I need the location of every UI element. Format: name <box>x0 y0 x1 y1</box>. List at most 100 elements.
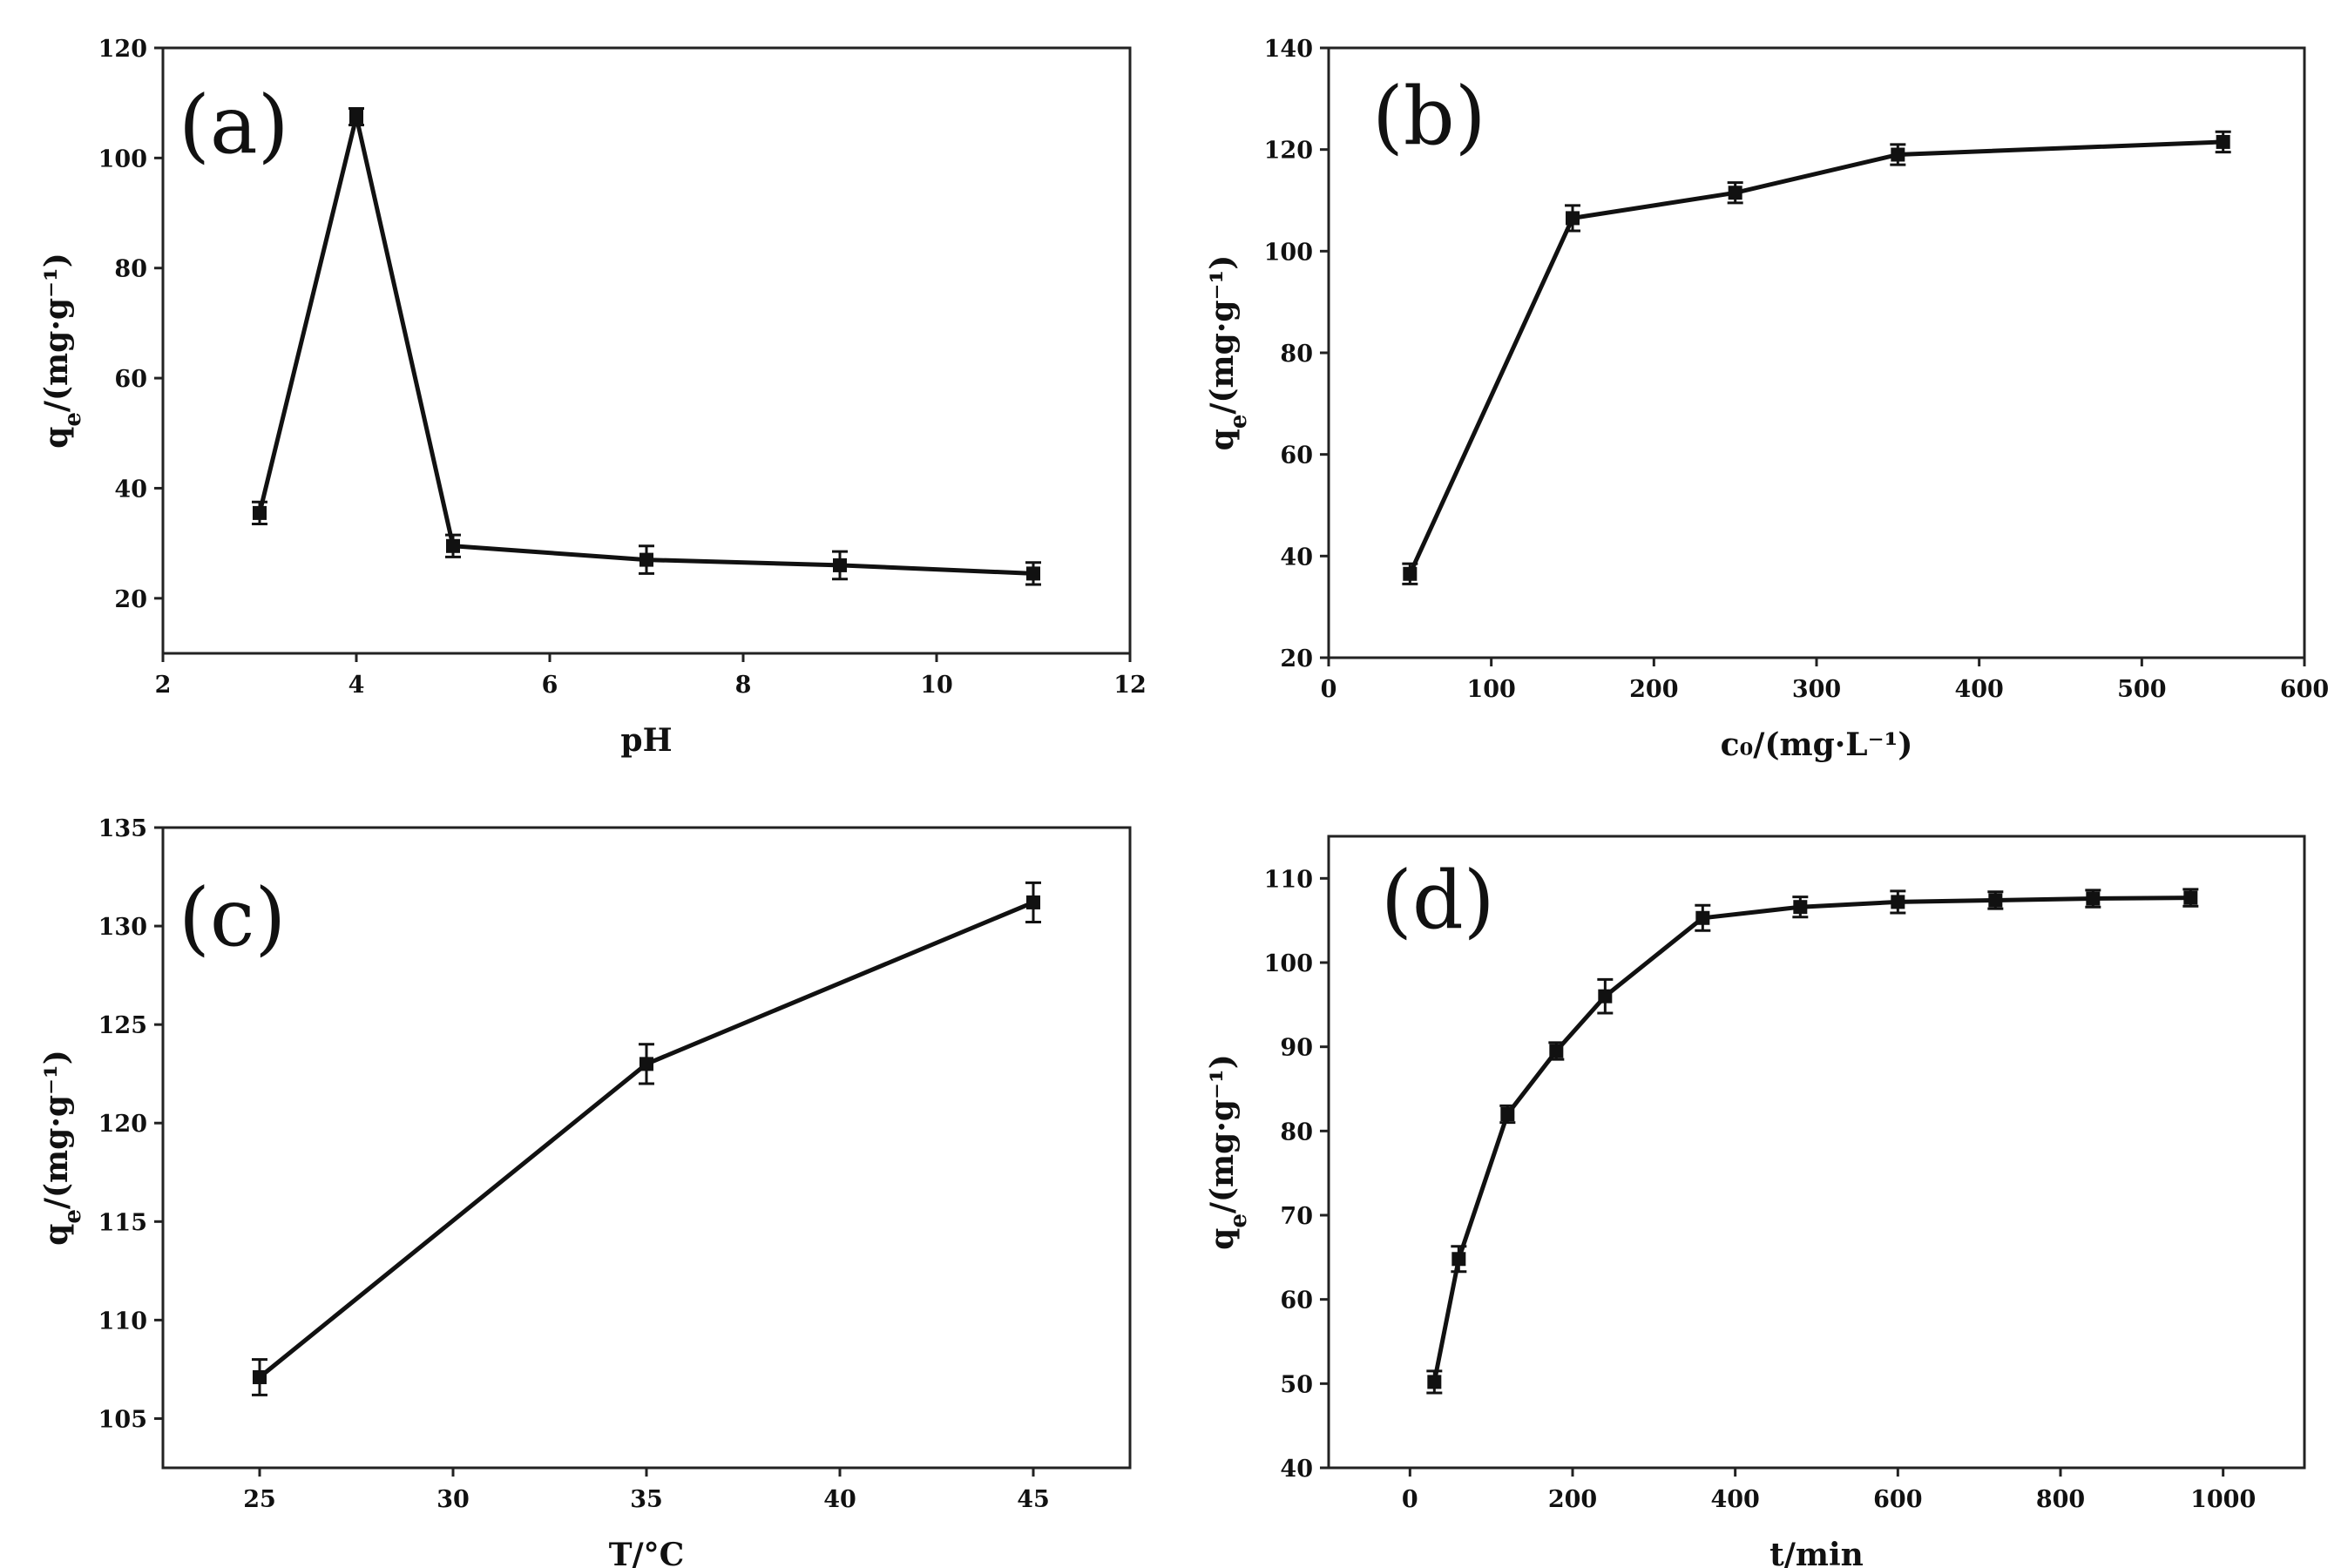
x-tick-label: 30 <box>436 1486 470 1513</box>
data-point <box>1451 1252 1466 1267</box>
y-tick-label: 110 <box>98 1308 147 1335</box>
y-axis-label: qe/(mg·g⁻¹) <box>38 253 86 449</box>
x-tick-label: 2 <box>155 672 172 699</box>
y-tick-label: 40 <box>114 476 147 503</box>
y-tick-label: 60 <box>1280 443 1313 470</box>
chart-panel-c: 25 30 35 40 45 105 110 115 120 125 130 135 T/°C qe/(m… <box>38 815 1132 1568</box>
y-tick-label: 140 <box>1264 36 1313 63</box>
data-point <box>1891 895 1905 909</box>
x-tick-label: 200 <box>1548 1486 1597 1513</box>
data-point <box>1026 566 1040 581</box>
y-tick-label: 100 <box>1264 239 1313 266</box>
y-axis-label: qe/(mg·g⁻¹) <box>1204 1054 1252 1250</box>
data-point <box>1549 1044 1564 1058</box>
x-axis-label: pH <box>620 722 672 759</box>
x-axis-label: t/min <box>1769 1537 1864 1568</box>
x-tick-label: 800 <box>2036 1486 2085 1513</box>
y-tick-label: 80 <box>114 256 147 283</box>
data-point <box>1695 910 1710 925</box>
x-tick-label: 200 <box>1629 676 1678 703</box>
y-tick-label: 120 <box>1264 138 1313 165</box>
y-tick-label: 105 <box>98 1406 147 1433</box>
data-point <box>2216 134 2230 149</box>
x-tick-label: 400 <box>1954 676 2003 703</box>
x-tick-label: 10 <box>920 672 953 699</box>
x-tick-label: 1000 <box>2190 1486 2256 1513</box>
data-point <box>1026 895 1040 909</box>
y-axis-label: qe/(mg·g⁻¹) <box>38 1050 86 1246</box>
y-tick-label: 135 <box>98 815 147 842</box>
x-tick-label: 4 <box>348 672 365 699</box>
x-tick-label: 100 <box>1466 676 1515 703</box>
y-tick-label: 130 <box>98 914 147 941</box>
x-axis-label: c₀/(mg·L⁻¹) <box>1721 727 1913 763</box>
x-tick-label: 8 <box>735 672 752 699</box>
chart-panel-b: 0 100 200 300 400 500 600 20 40 60 80 100 120 140 c₀/(… <box>1204 36 2329 763</box>
plot-frame <box>1327 835 2306 1470</box>
x-tick-label: 600 <box>2280 676 2329 703</box>
data-point <box>446 538 460 553</box>
data-point <box>1403 566 1418 581</box>
y-tick-label: 120 <box>98 1111 147 1138</box>
data-point <box>253 505 267 520</box>
data-point <box>1793 900 1808 915</box>
data-point <box>639 1057 653 1071</box>
y-tick-label: 120 <box>98 36 147 63</box>
x-tick-label: 12 <box>1113 672 1147 699</box>
y-tick-label: 60 <box>114 366 147 393</box>
series-line <box>258 900 1034 1379</box>
data-point <box>349 109 363 124</box>
data-point <box>2183 890 2198 905</box>
panel-label: (a) <box>179 78 289 172</box>
x-tick-label: 40 <box>823 1486 856 1513</box>
data-point <box>1728 186 1742 200</box>
x-tick-label: 35 <box>630 1486 663 1513</box>
panel-label: (d) <box>1381 854 1495 947</box>
x-tick-label: 25 <box>243 1486 276 1513</box>
y-tick-label: 125 <box>98 1012 147 1039</box>
y-tick-label: 80 <box>1280 1119 1313 1146</box>
y-tick-label: 20 <box>1280 645 1313 672</box>
data-point <box>639 552 653 567</box>
y-tick-label: 60 <box>1280 1288 1313 1315</box>
x-tick-label: 45 <box>1017 1486 1050 1513</box>
data-point <box>253 1369 267 1384</box>
y-tick-label: 50 <box>1280 1371 1313 1398</box>
x-tick-label: 400 <box>1710 1486 1759 1513</box>
data-point <box>1427 1375 1442 1389</box>
data-point <box>1566 211 1580 226</box>
y-tick-label: 80 <box>1280 341 1313 368</box>
y-axis-label: qe/(mg·g⁻¹) <box>1204 255 1252 451</box>
y-tick-label: 110 <box>1264 866 1313 893</box>
y-tick-label: 100 <box>98 145 147 172</box>
y-tick-label: 90 <box>1280 1035 1313 1062</box>
x-tick-label: 0 <box>1402 1486 1418 1513</box>
y-tick-label: 115 <box>98 1209 147 1236</box>
data-point <box>833 558 847 572</box>
y-tick-label: 70 <box>1280 1203 1313 1230</box>
y-tick-label: 40 <box>1280 1456 1313 1483</box>
x-tick-label: 600 <box>1873 1486 1922 1513</box>
x-tick-label: 300 <box>1792 676 1841 703</box>
series-line <box>1431 896 2191 1382</box>
chart-panel-a: 2 4 6 8 10 12 20 40 60 80 100 120 pH qe/(mg·g⁻¹) (a) <box>38 36 1147 759</box>
x-tick-label: 6 <box>542 672 558 699</box>
y-tick-label: 40 <box>1280 544 1313 571</box>
y-tick-label: 20 <box>114 586 147 613</box>
data-point <box>1988 893 2003 908</box>
data-point <box>1500 1107 1515 1121</box>
panel-label: (c) <box>179 871 286 964</box>
series-line <box>1408 139 2223 575</box>
chart-panel-d: 0 200 400 600 800 1000 40 50 60 70 80 90 100 110 t/min… <box>1204 835 2306 1568</box>
series-line <box>257 114 1034 576</box>
plot-frame <box>161 46 1132 655</box>
data-point <box>1891 147 1905 162</box>
y-tick-label: 100 <box>1264 950 1313 977</box>
x-axis-label: T/°C <box>609 1537 685 1568</box>
x-tick-label: 500 <box>2117 676 2166 703</box>
panel-label: (b) <box>1372 70 1486 163</box>
data-point <box>1598 989 1613 1004</box>
x-tick-label: 0 <box>1321 676 1337 703</box>
data-point <box>2086 891 2101 906</box>
